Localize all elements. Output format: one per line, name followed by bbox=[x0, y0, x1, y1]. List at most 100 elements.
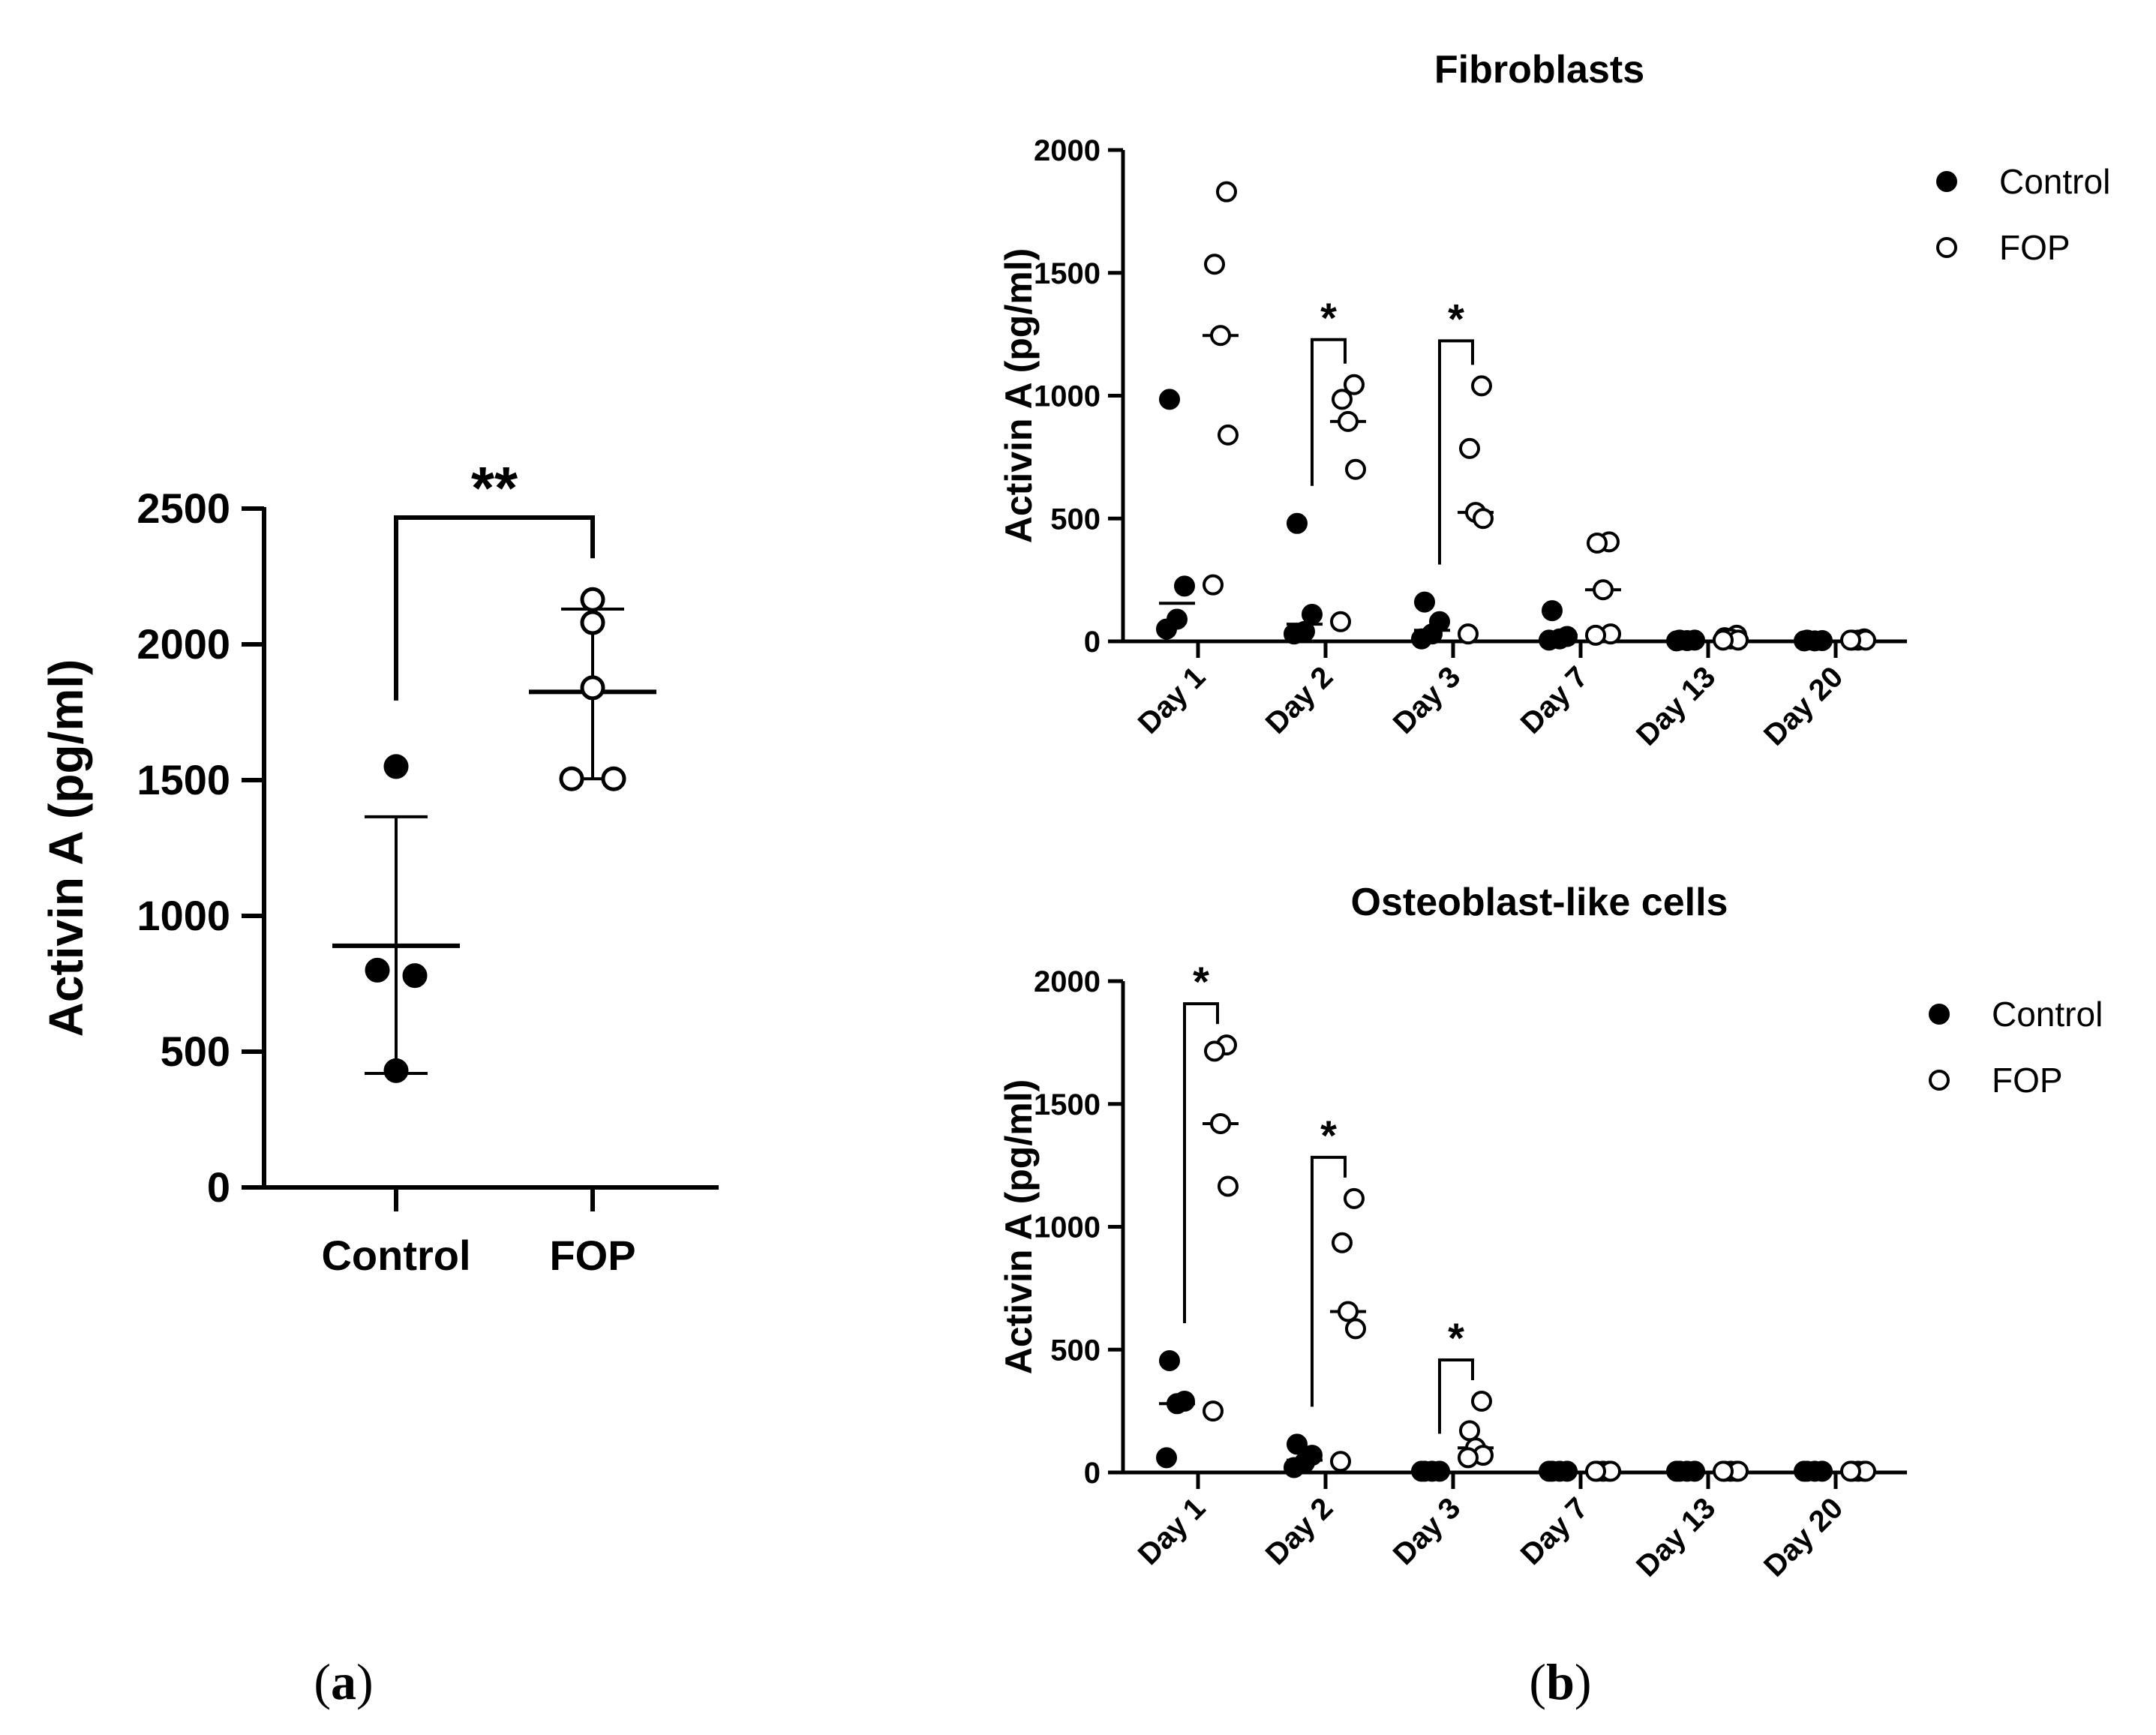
data-point-fop bbox=[1204, 1040, 1225, 1062]
y-tick-label: 1000 bbox=[1034, 1211, 1101, 1244]
y-tick-label: 1500 bbox=[137, 756, 230, 803]
data-point-fop bbox=[559, 766, 584, 791]
data-point-fop bbox=[1344, 1187, 1365, 1209]
data-point-fop bbox=[1713, 1460, 1734, 1482]
data-point-fop bbox=[1330, 1451, 1351, 1472]
data-point-fop bbox=[1471, 375, 1492, 397]
x-tick-label: Day 3 bbox=[1387, 660, 1467, 740]
y-tick-label: 0 bbox=[207, 1163, 230, 1211]
x-tick-label: Day 7 bbox=[1515, 660, 1595, 740]
data-point-control bbox=[1287, 512, 1308, 534]
data-point-fop bbox=[1203, 574, 1224, 596]
data-point-fop bbox=[1459, 1420, 1480, 1442]
data-point-fop bbox=[1593, 579, 1614, 601]
data-point-fop bbox=[1840, 1460, 1861, 1482]
y-tick-label: 0 bbox=[1084, 1457, 1101, 1490]
data-point-fop bbox=[1473, 508, 1494, 530]
x-tick-label: Day 7 bbox=[1515, 1491, 1595, 1571]
chart-a: 0 500 1000 1500 2000 2500 Control FOP Activin A … bbox=[39, 455, 719, 1710]
y-tick-label: 2000 bbox=[1034, 134, 1101, 167]
data-point-control bbox=[1159, 389, 1180, 410]
data-point-control bbox=[1284, 623, 1305, 645]
x-tick-label: Day 1 bbox=[1132, 1491, 1212, 1571]
y-tick-label: 0 bbox=[1084, 626, 1101, 659]
data-point-fop bbox=[580, 610, 605, 635]
data-point-fop bbox=[1338, 410, 1359, 432]
data-point-control bbox=[402, 963, 428, 989]
significance-star: * bbox=[1448, 1314, 1464, 1361]
data-point-fop bbox=[1216, 181, 1237, 203]
legend-label-control: Control bbox=[1999, 162, 2110, 201]
y-axis-label: Activin A (pg/ml) bbox=[998, 248, 1040, 544]
significance-bracket bbox=[1311, 1155, 1347, 1407]
data-point-control bbox=[1411, 628, 1432, 650]
significance-bracket bbox=[1438, 339, 1474, 565]
data-point-fop bbox=[580, 675, 605, 701]
x-tick-label: Day 13 bbox=[1630, 660, 1722, 752]
data-point-control bbox=[1414, 591, 1435, 613]
chart-b2: Osteoblast-like cells 0 500 1000 1500 2000 Day… bbox=[998, 881, 2103, 1583]
significance-star: * bbox=[1448, 295, 1464, 342]
data-point-fop bbox=[1332, 1232, 1353, 1253]
data-point-fop bbox=[580, 587, 605, 612]
y-tick-label: 2000 bbox=[1034, 965, 1101, 998]
significance-star: * bbox=[1320, 1112, 1337, 1159]
panel-letter: a bbox=[331, 1653, 356, 1710]
panel-label-b: (b) bbox=[1529, 1653, 1591, 1710]
y-tick-label: 2000 bbox=[137, 620, 230, 668]
data-point-control bbox=[1174, 575, 1195, 597]
data-point-control bbox=[1156, 1447, 1177, 1469]
y-axis-label: Activin A (pg/ml) bbox=[39, 659, 93, 1037]
x-tick-label: Day 20 bbox=[1758, 660, 1849, 752]
x-tick-label: Day 20 bbox=[1758, 1491, 1849, 1583]
data-point-fop bbox=[1587, 533, 1608, 554]
significance-bracket bbox=[1183, 1002, 1219, 1323]
data-point-fop bbox=[1330, 611, 1351, 632]
panel-letter: b bbox=[1546, 1653, 1575, 1710]
data-point-control bbox=[1794, 630, 1815, 652]
y-tick-label: 2500 bbox=[137, 485, 230, 532]
y-tick-label: 1000 bbox=[1034, 380, 1101, 413]
data-point-control bbox=[1167, 1393, 1188, 1415]
legend-label-fop: FOP bbox=[1999, 228, 2070, 267]
data-point-fop bbox=[1218, 424, 1239, 446]
data-point-fop bbox=[1713, 629, 1734, 651]
data-point-control bbox=[1794, 1460, 1815, 1482]
legend-marker-fop bbox=[1936, 237, 1957, 258]
y-tick-label: 1500 bbox=[1034, 1088, 1101, 1121]
data-point-fop bbox=[1338, 1301, 1359, 1322]
data-point-control bbox=[1159, 1349, 1180, 1371]
data-point-control bbox=[365, 957, 390, 983]
significance-star: * bbox=[1320, 294, 1337, 341]
significance-bracket bbox=[1438, 1358, 1474, 1434]
data-point-control bbox=[383, 754, 409, 779]
legend-marker-fop bbox=[1929, 1070, 1950, 1091]
data-point-fop bbox=[1458, 1447, 1479, 1469]
data-point-control bbox=[383, 1058, 409, 1083]
significance-bracket bbox=[394, 515, 595, 701]
data-point-control bbox=[1539, 1460, 1560, 1482]
chart-b1: Fibroblasts 0 500 1000 1500 2000 Day 1 Day 2 Day… bbox=[998, 48, 2110, 752]
chart-title: Osteoblast-like cells bbox=[1351, 881, 1728, 924]
data-point-fop bbox=[601, 766, 626, 791]
data-point-fop bbox=[1218, 1175, 1239, 1197]
legend-label-control: Control bbox=[1992, 995, 2103, 1034]
y-tick-label: 1500 bbox=[1034, 257, 1101, 290]
x-tick-label: FOP bbox=[549, 1232, 635, 1279]
data-point-fop bbox=[1459, 437, 1480, 459]
data-point-control bbox=[1666, 1460, 1687, 1482]
data-point-fop bbox=[1210, 325, 1231, 347]
x-tick-label: Day 2 bbox=[1260, 1491, 1340, 1571]
data-point-fop bbox=[1471, 1391, 1492, 1412]
legend-label-fop: FOP bbox=[1992, 1061, 2063, 1100]
data-point-control bbox=[1542, 600, 1563, 622]
x-tick-label: Day 2 bbox=[1260, 660, 1340, 740]
significance-star: ** bbox=[471, 455, 518, 521]
significance-bracket bbox=[1311, 338, 1347, 486]
data-point-fop bbox=[1210, 1112, 1231, 1134]
x-tick-label: Day 13 bbox=[1630, 1491, 1722, 1583]
data-point-control bbox=[1411, 1460, 1432, 1482]
data-point-control bbox=[1666, 630, 1687, 652]
data-point-fop bbox=[1203, 1400, 1224, 1422]
